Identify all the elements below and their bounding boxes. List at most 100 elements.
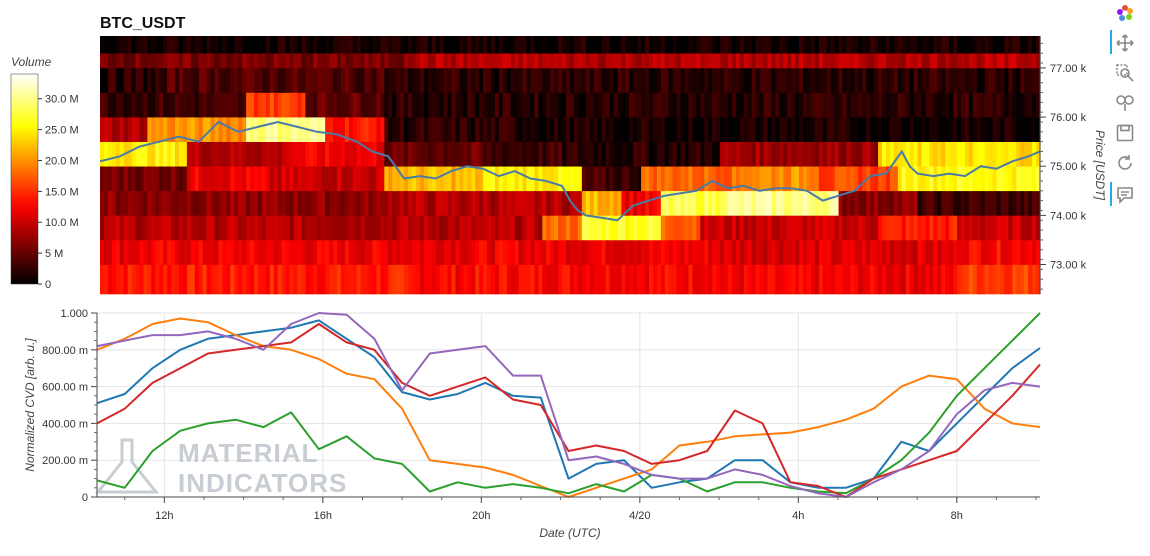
heatmap-cell [131,264,137,295]
heatmap-cell [957,264,962,295]
heatmap-cell [739,92,745,118]
heatmap-cell [333,117,338,142]
heatmap-cell [396,190,401,216]
heatmap-cell [198,215,204,241]
heatmap-cell [641,264,646,295]
heatmap-cell [629,190,634,216]
heatmap-cell [692,92,697,118]
heatmap-cell [1036,92,1041,118]
heatmap-cell [909,67,915,93]
heatmap-cell [364,117,370,142]
heatmap[interactable] [99,36,1041,295]
heatmap-cell [1024,166,1029,192]
heatmap-cell [254,53,259,69]
heatmap-cell [139,215,145,241]
heatmap-cell [218,92,224,118]
cvd-x-tick-label: 16h [314,510,332,522]
heatmap-cell [913,53,919,69]
pan-icon[interactable] [1114,32,1136,54]
heatmap-cell [593,36,599,54]
heatmap-cell [972,36,978,54]
heatmap-cell [573,67,579,93]
heatmap-cell [293,239,299,265]
heatmap-cell [281,141,287,167]
heatmap-cell [412,264,417,295]
heatmap-cell [672,190,678,216]
heatmap-cell [214,239,220,265]
heatmap-cell [735,141,741,167]
heatmap-cell [447,264,453,295]
heatmap-cell [265,215,271,241]
heatmap-cell [329,53,334,69]
heatmap-cell [862,92,867,118]
heatmap-cell [771,264,776,295]
heatmap-cell [514,92,520,118]
heatmap-cell [929,67,934,93]
heatmap-cell [996,239,1002,265]
heatmap-cell [577,141,583,167]
heatmap-cell [498,166,504,192]
heatmap-cell [360,67,366,93]
heatmap-cell [743,92,749,118]
heatmap-cell [787,190,792,216]
heatmap-cell [459,215,464,241]
heatmap-cell [613,166,618,192]
heatmap-cell [431,141,437,167]
heatmap-cell [396,92,401,118]
heatmap-cell [889,92,895,118]
heatmap-cell [668,67,674,93]
heatmap-cell [826,264,832,295]
box-zoom-icon[interactable] [1114,62,1136,84]
heatmap-cell [234,141,239,167]
heatmap-cell [269,92,275,118]
heatmap-cell [333,166,338,192]
heatmap-cell [913,67,919,93]
heatmap-cell [400,36,405,54]
heatmap-cell [822,215,828,241]
heatmap-cell [980,141,986,167]
heatmap-cell [404,264,409,295]
heatmap-cell [660,67,666,93]
heatmap-cell [277,92,283,118]
reset-icon[interactable] [1114,152,1136,174]
heatmap-cell [692,264,697,295]
heatmap-cell [222,239,227,265]
heatmap-cell [803,141,808,167]
wheel-zoom-icon[interactable] [1114,92,1136,114]
heatmap-cell [178,141,184,167]
heatmap-cell [724,67,729,93]
heatmap-cell [826,141,832,167]
hover-icon[interactable] [1114,184,1136,206]
heatmap-cell [459,264,464,295]
heatmap-cell [1024,117,1029,142]
heatmap-cell [925,117,931,142]
heatmap-cell [534,264,539,295]
heatmap-cell [277,53,283,69]
heatmap-cell [467,53,472,69]
heatmap-cell [325,67,330,93]
heatmap-cell [889,264,895,295]
heatmap-cell [692,53,697,69]
heatmap-cell [348,67,354,93]
heatmap-cell [562,190,567,216]
heatmap-cell [652,53,658,69]
heatmap-cell [597,36,603,54]
heatmap-cell [368,67,374,93]
heatmap-cell [297,67,303,93]
heatmap-cell [945,190,950,216]
bokeh-logo-icon[interactable] [1114,2,1136,24]
heatmap-cell [313,141,318,167]
heatmap-cell [1028,36,1033,54]
heatmap-cell [637,141,642,167]
save-icon[interactable] [1114,122,1136,144]
heatmap-cell [502,141,508,167]
heatmap-cell [858,92,863,118]
heatmap-cell [783,92,788,118]
heatmap-cell [795,117,800,142]
heatmap-cell [301,53,306,69]
heatmap-cell [415,215,421,241]
heatmap-cell [648,239,654,265]
heatmap-cell [957,53,962,69]
heatmap-cell [494,141,500,167]
